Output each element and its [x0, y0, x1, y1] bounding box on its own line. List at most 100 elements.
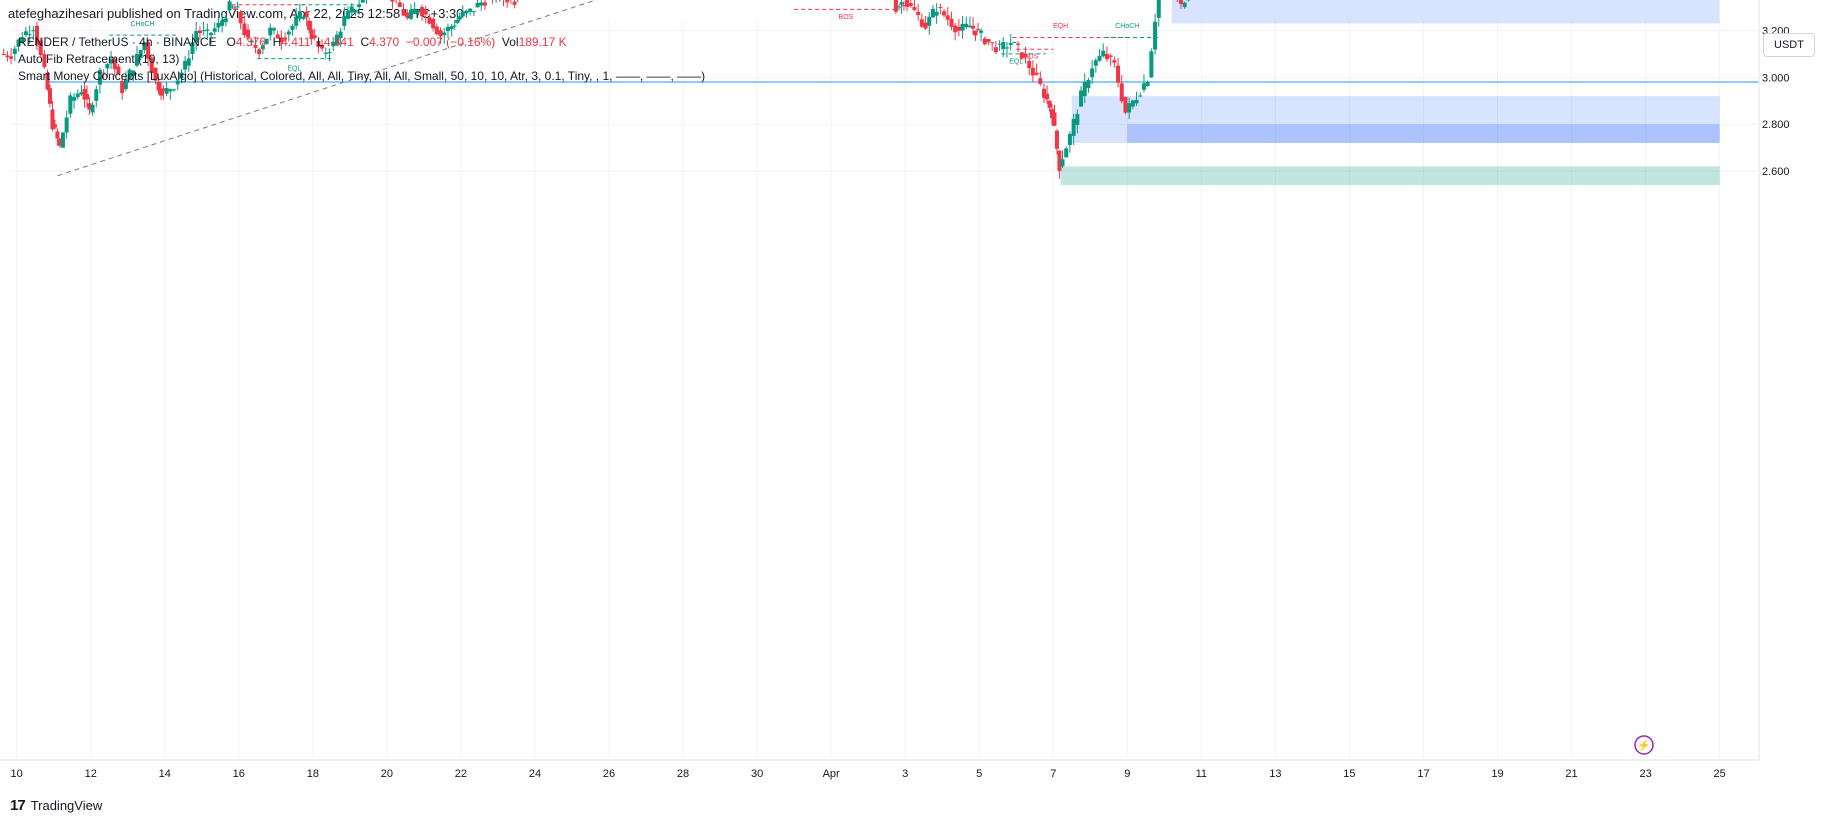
- candle-body: [57, 138, 62, 146]
- candle-body: [471, 11, 476, 13]
- volume-value: 189.17 K: [518, 35, 567, 49]
- x-axis-tick-label: 28: [677, 768, 689, 780]
- candle-body: [949, 18, 954, 27]
- lightning-icon: [1634, 735, 1654, 755]
- close-label: C: [360, 35, 370, 49]
- candle-body: [397, 2, 402, 8]
- candle-body: [1045, 93, 1050, 100]
- candle-body: [405, 12, 410, 18]
- lightning-glyph: ⚡: [1637, 739, 1651, 752]
- candle-body: [172, 89, 177, 91]
- trendline: [57, 0, 598, 177]
- candle-body: [993, 47, 998, 53]
- candle-body: [197, 30, 202, 34]
- structure-label: EQL: [1009, 58, 1023, 65]
- candle-body: [1001, 42, 1006, 50]
- change-value: −0.007 (−0.16%): [405, 35, 496, 49]
- candle-body: [1067, 133, 1072, 146]
- candle-body: [161, 88, 166, 91]
- candle-body: [982, 38, 987, 45]
- indicator-smc[interactable]: Smart Money Concepts [LuxAlgo] (Historic…: [18, 69, 706, 83]
- x-axis-tick-label: 26: [603, 768, 615, 780]
- candle-body: [899, 2, 904, 5]
- candle-body: [257, 49, 262, 55]
- candle-body: [457, 16, 462, 20]
- chart-legend: RENDER / TetherUS · 4h · BINANCE O4.376 …: [18, 34, 705, 85]
- x-axis-tick-label: 3: [902, 768, 908, 780]
- candle-body: [156, 82, 161, 91]
- candle-body: [945, 15, 950, 20]
- candle-body: [1134, 99, 1139, 104]
- candle-body: [50, 109, 55, 130]
- candle-body: [912, 7, 917, 11]
- candle-body: [249, 40, 254, 43]
- candle-body: [1057, 150, 1062, 171]
- candle-body: [353, 10, 358, 13]
- candle-body: [216, 22, 221, 28]
- candle-body: [908, 3, 913, 7]
- x-axis-tick-label: 12: [85, 768, 97, 780]
- candle-body: [138, 50, 143, 58]
- x-axis-tick-label: 16: [233, 768, 245, 780]
- candle-body: [1182, 2, 1187, 8]
- symbol-name[interactable]: RENDER / TetherUS · 4h · BINANCE: [18, 35, 217, 49]
- candle-body: [427, 17, 432, 24]
- candle-body: [1101, 50, 1106, 57]
- low-label: L: [317, 35, 324, 49]
- candle-body: [1054, 130, 1059, 149]
- y-axis-tick-label: 2.600: [1762, 166, 1790, 178]
- candle-body: [1112, 60, 1117, 63]
- candle-body: [1149, 51, 1154, 78]
- currency-button[interactable]: USDT: [1763, 33, 1815, 57]
- candle-body: [309, 29, 314, 40]
- candle-body: [316, 40, 321, 47]
- x-axis-tick-label: 5: [976, 768, 982, 780]
- candle-body: [190, 42, 195, 54]
- x-axis-tick-label: 19: [1491, 768, 1503, 780]
- candle-body: [327, 52, 332, 54]
- structure-label: EQH: [1053, 23, 1068, 30]
- candle-body: [168, 89, 173, 92]
- candle-body: [242, 23, 247, 36]
- candle-body: [175, 80, 180, 85]
- brand-text: TradingView: [30, 798, 103, 813]
- volume-label: Vol: [501, 35, 519, 49]
- candle-body: [109, 59, 114, 64]
- candle-body: [934, 11, 939, 16]
- candle-body: [275, 34, 280, 39]
- candle-body: [153, 68, 158, 81]
- candle-body: [283, 37, 288, 40]
- x-axis-tick-label: 11: [1196, 768, 1207, 780]
- candle-body: [212, 28, 217, 32]
- candle-body: [16, 39, 21, 47]
- zone-ob: [1071, 96, 1720, 143]
- candle-body: [1052, 112, 1057, 126]
- high-value: 4.411: [281, 35, 311, 49]
- candle-body: [149, 57, 154, 74]
- indicator-fib[interactable]: Auto Fib Retracement (10, 13): [18, 52, 180, 66]
- x-axis-tick-label: 25: [1714, 768, 1726, 780]
- candle-body: [75, 93, 80, 98]
- candle-body: [390, 0, 395, 2]
- candle-body: [979, 30, 984, 33]
- candle-body: [971, 25, 976, 29]
- candle-body: [120, 80, 125, 94]
- zone-ob-dark: [1127, 124, 1720, 143]
- candle-body: [233, 8, 238, 10]
- candle-body: [460, 11, 465, 17]
- candle-body: [423, 10, 428, 15]
- candle-body: [52, 124, 57, 128]
- candle-body: [1023, 53, 1028, 58]
- candle-body: [264, 38, 269, 44]
- symbol-ohlc-row[interactable]: RENDER / TetherUS · 4h · BINANCE O4.376 …: [18, 34, 705, 51]
- candle-body: [323, 52, 328, 54]
- candle-body: [468, 8, 473, 12]
- candle-body: [1012, 42, 1017, 44]
- candle-body: [142, 42, 147, 51]
- x-axis-tick-label: 21: [1565, 768, 1577, 780]
- candle-body: [901, 5, 906, 7]
- candle-body: [967, 25, 972, 28]
- tradingview-brand[interactable]: 17 TradingView: [10, 797, 102, 814]
- candle-body: [923, 22, 928, 29]
